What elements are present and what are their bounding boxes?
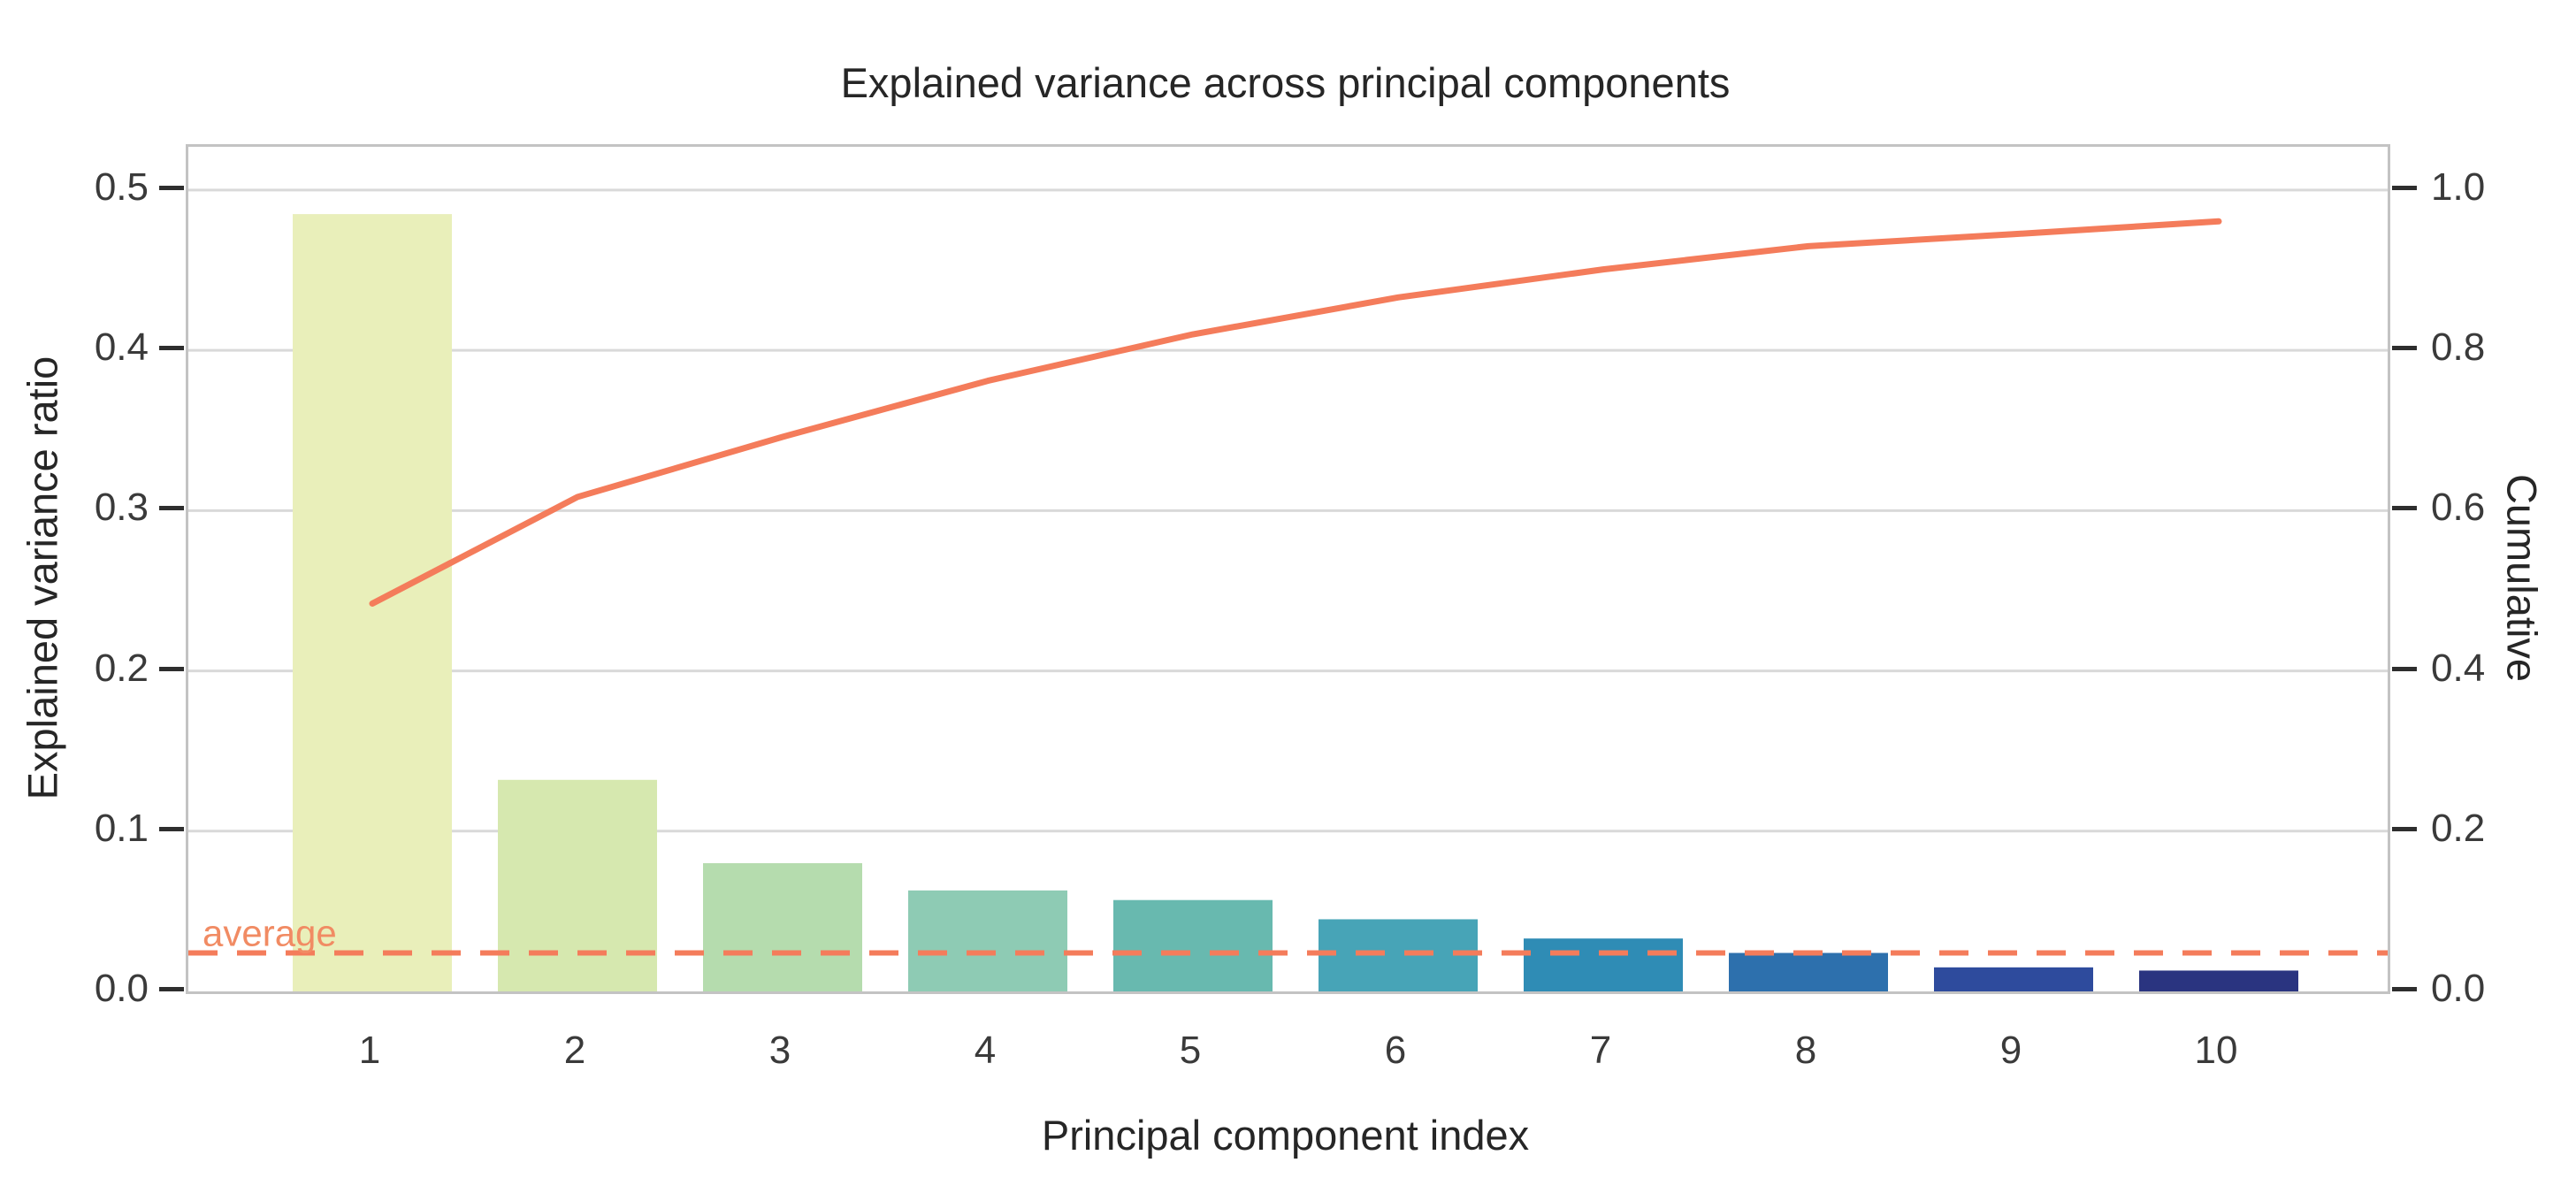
right-tick-mark	[2392, 666, 2417, 671]
x-tick-label: 8	[1794, 1029, 1817, 1072]
bar-pc10	[2139, 970, 2298, 991]
bar-pc3	[703, 863, 862, 991]
bar-pc5	[1113, 899, 1273, 991]
left-tick-label: 0.2	[94, 646, 149, 690]
left-axis-title: Explained variance ratio	[19, 356, 66, 800]
right-tick-mark	[2392, 506, 2417, 511]
x-tick-label: 9	[1999, 1029, 2022, 1072]
right-tick-label: 0.2	[2431, 806, 2486, 850]
bar-pc4	[908, 890, 1067, 991]
x-tick-label: 10	[2194, 1029, 2238, 1072]
cumulative-line	[369, 218, 2222, 607]
x-tick-label: 4	[974, 1029, 997, 1072]
right-tick-mark	[2392, 987, 2417, 991]
average-line-label: average	[203, 913, 337, 954]
left-tick-label: 0.0	[94, 967, 149, 1010]
x-tick-label: 6	[1384, 1029, 1407, 1072]
right-tick-label: 0.0	[2431, 967, 2486, 1010]
left-tick-mark	[159, 826, 184, 831]
right-tick-label: 1.0	[2431, 164, 2486, 209]
right-tick-label: 0.6	[2431, 486, 2486, 530]
bar-pc9	[1934, 967, 2093, 991]
x-axis-title: Principal component index	[1041, 1112, 1530, 1159]
right-tick-mark	[2392, 346, 2417, 351]
x-tick-label: 5	[1179, 1029, 1202, 1072]
x-tick-label: 3	[768, 1029, 791, 1072]
right-tick-label: 0.4	[2431, 646, 2486, 690]
left-tick-mark	[159, 666, 184, 671]
right-tick-mark	[2392, 185, 2417, 190]
left-tick-label: 0.5	[94, 164, 149, 209]
x-tick-label: 1	[358, 1029, 381, 1072]
bar-pc8	[1729, 952, 1888, 991]
right-axis-title: Cumulative	[2498, 473, 2546, 683]
chart-title: Explained variance across principal comp…	[840, 59, 1731, 106]
right-tick-mark	[2392, 826, 2417, 831]
left-tick-mark	[159, 987, 184, 991]
left-tick-mark	[159, 346, 184, 351]
x-tick-label: 7	[1589, 1029, 1612, 1072]
left-tick-mark	[159, 185, 184, 190]
bar-pc2	[498, 779, 657, 991]
right-tick-label: 0.8	[2431, 325, 2486, 370]
left-tick-mark	[159, 506, 184, 511]
left-tick-label: 0.3	[94, 486, 149, 530]
left-tick-label: 0.4	[94, 325, 149, 370]
plot-area: average	[186, 144, 2390, 994]
bar-pc6	[1319, 919, 1478, 991]
left-tick-label: 0.1	[94, 806, 149, 850]
x-tick-label: 2	[563, 1029, 586, 1072]
chart-canvas: average	[188, 188, 2388, 991]
bar-pc7	[1524, 938, 1683, 991]
